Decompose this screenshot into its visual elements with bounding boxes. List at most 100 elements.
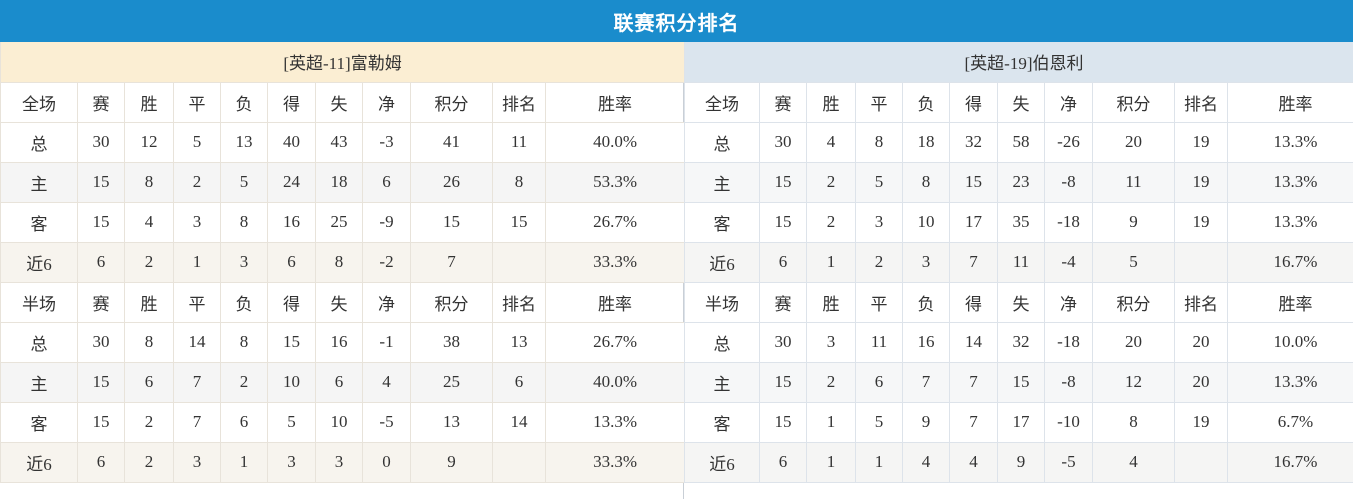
cell-points: 8 <box>1092 401 1175 443</box>
column-header-row: 半场赛胜平负得失净积分 排名 胜率 <box>0 281 686 323</box>
table-row: 客 15 2 3 10 17 35 -18 9 19 13.3% <box>684 201 1353 243</box>
cell-points: 5 <box>1092 241 1175 283</box>
cell-draw: 7 <box>173 361 221 403</box>
column-header-负: 负 <box>220 281 268 323</box>
cell-gd: -8 <box>1044 161 1093 203</box>
team-name[interactable]: [英超-19]伯恩利 <box>683 42 1353 83</box>
cell-ga: 11 <box>997 241 1045 283</box>
cell-ga: 43 <box>315 121 363 163</box>
table-row: 总 30 12 5 13 40 43 -3 41 11 40.0% <box>0 121 686 163</box>
cell-win: 6 <box>124 361 174 403</box>
cell-win: 2 <box>124 401 174 443</box>
column-header-平: 平 <box>173 281 221 323</box>
team-stat-table: [英超-19]伯恩利 全场赛胜平负得失净积分 排名 胜率总 30 4 8 18 32 58 -26 2… <box>683 42 1353 483</box>
cell-ga: 6 <box>315 361 363 403</box>
cell-points: 7 <box>410 241 493 283</box>
team-panels: [英超-11]富勒姆 全场赛胜平负得失净积分 排名 胜率总 30 12 5 13 40 43 -3 4… <box>0 42 1353 499</box>
column-header-赛: 赛 <box>759 81 807 123</box>
column-header-平: 平 <box>855 81 903 123</box>
cell-played: 15 <box>77 161 125 203</box>
cell-gd: -4 <box>1044 241 1093 283</box>
table-row: 近6 6 1 2 3 7 11 -4 5 16.7% <box>684 241 1353 283</box>
column-header-净: 净 <box>362 281 411 323</box>
column-header-得: 得 <box>267 281 316 323</box>
cell-played: 30 <box>77 121 125 163</box>
cell-draw: 3 <box>173 201 221 243</box>
column-header-row: 全场赛胜平负得失净积分 排名 胜率 <box>0 81 686 123</box>
column-header-胜率: 胜率 <box>544 81 686 123</box>
cell-gf: 5 <box>267 401 316 443</box>
cell-draw: 3 <box>173 441 221 483</box>
cell-points: 41 <box>410 121 493 163</box>
cell-win: 8 <box>124 321 174 363</box>
cell-draw: 5 <box>855 401 903 443</box>
cell-loss: 13 <box>220 121 268 163</box>
cell-loss: 4 <box>902 441 950 483</box>
cell-winrate: 13.3% <box>544 401 686 443</box>
cell-points: 4 <box>1092 441 1175 483</box>
cell-win: 2 <box>124 241 174 283</box>
cell-win: 12 <box>124 121 174 163</box>
cell-gf: 10 <box>267 361 316 403</box>
cell-gd: -1 <box>362 321 411 363</box>
cell-played: 30 <box>759 121 807 163</box>
cell-rank <box>1174 441 1228 483</box>
cell-gf: 40 <box>267 121 316 163</box>
cell-rank: 13 <box>492 321 546 363</box>
cell-ga: 58 <box>997 121 1045 163</box>
cell-ga: 25 <box>315 201 363 243</box>
cell-loss: 10 <box>902 201 950 243</box>
row-label: 客 <box>684 201 760 243</box>
column-header-积分: 积分 <box>1092 281 1175 323</box>
column-header-胜率: 胜率 <box>1226 81 1353 123</box>
cell-ga: 8 <box>315 241 363 283</box>
cell-loss: 8 <box>220 201 268 243</box>
cell-points: 12 <box>1092 361 1175 403</box>
cell-gd: -18 <box>1044 321 1093 363</box>
cell-winrate: 40.0% <box>544 361 686 403</box>
row-label: 主 <box>684 361 760 403</box>
cell-gf: 14 <box>949 321 998 363</box>
team-name[interactable]: [英超-11]富勒姆 <box>0 42 686 83</box>
row-label: 总 <box>684 121 760 163</box>
column-header-失: 失 <box>997 281 1045 323</box>
cell-winrate: 16.7% <box>1226 441 1353 483</box>
cell-draw: 2 <box>173 161 221 203</box>
team-panel-right: [英超-19]伯恩利 全场赛胜平负得失净积分 排名 胜率总 30 4 8 18 32 58 -26 2… <box>683 42 1353 499</box>
column-header-row: 全场赛胜平负得失净积分 排名 胜率 <box>684 81 1353 123</box>
cell-win: 8 <box>124 161 174 203</box>
cell-ga: 16 <box>315 321 363 363</box>
table-row: 总 30 4 8 18 32 58 -26 20 19 13.3% <box>684 121 1353 163</box>
row-label: 主 <box>684 161 760 203</box>
cell-rank: 8 <box>492 161 546 203</box>
cell-points: 20 <box>1092 321 1175 363</box>
column-header-row: 半场赛胜平负得失净积分 排名 胜率 <box>684 281 1353 323</box>
cell-win: 3 <box>806 321 856 363</box>
cell-winrate: 13.3% <box>1226 361 1353 403</box>
column-header-负: 负 <box>902 281 950 323</box>
column-header-排名: 排名 <box>492 281 546 323</box>
cell-loss: 3 <box>220 241 268 283</box>
cell-gf: 7 <box>949 241 998 283</box>
cell-played: 15 <box>77 401 125 443</box>
cell-draw: 1 <box>855 441 903 483</box>
table-row: 客 15 1 5 9 7 17 -10 8 19 6.7% <box>684 401 1353 443</box>
cell-loss: 18 <box>902 121 950 163</box>
cell-draw: 3 <box>855 201 903 243</box>
column-header-积分: 积分 <box>410 81 493 123</box>
cell-rank: 20 <box>1174 361 1228 403</box>
row-label: 主 <box>0 161 78 203</box>
cell-draw: 14 <box>173 321 221 363</box>
cell-gf: 3 <box>267 441 316 483</box>
row-label: 近6 <box>684 441 760 483</box>
cell-gd: -18 <box>1044 201 1093 243</box>
cell-played: 15 <box>759 161 807 203</box>
widget-title-bar: 联赛积分排名 <box>0 0 1353 42</box>
cell-played: 15 <box>759 201 807 243</box>
cell-draw: 5 <box>855 161 903 203</box>
column-header-胜: 胜 <box>806 81 856 123</box>
row-label: 近6 <box>0 441 78 483</box>
column-header-失: 失 <box>315 281 363 323</box>
table-row: 近6 6 1 1 4 4 9 -5 4 16.7% <box>684 441 1353 483</box>
cell-points: 13 <box>410 401 493 443</box>
